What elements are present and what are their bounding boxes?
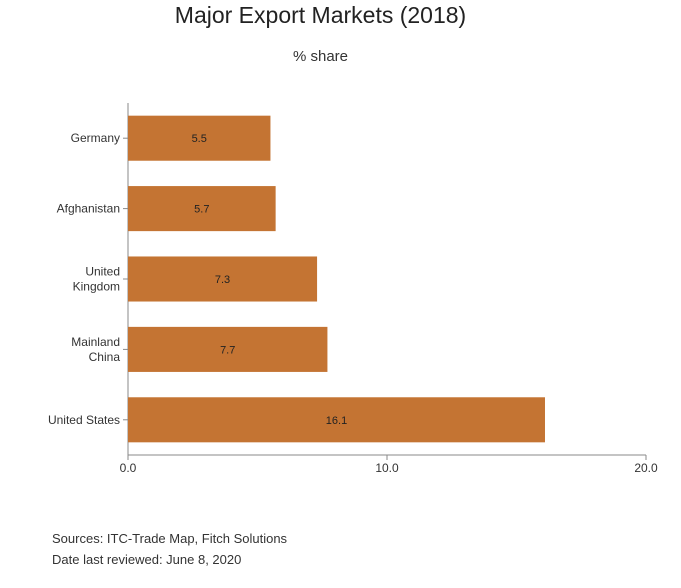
category-label: United Kingdom (73, 265, 120, 294)
category-label: Afghanistan (57, 202, 120, 216)
review-date-line: Date last reviewed: June 8, 2020 (52, 552, 242, 567)
bar[interactable] (128, 397, 545, 443)
category-label: Mainland China (71, 335, 120, 364)
bar[interactable] (128, 115, 271, 161)
bar[interactable] (128, 326, 328, 372)
chart-subtitle: % share (292, 48, 349, 65)
x-tick-label: 20.0 (634, 461, 658, 475)
chart-title: Major Export Markets (2018) (174, 2, 467, 28)
x-tick-label: 10.0 (375, 461, 399, 475)
data-label: 5.7 (194, 204, 209, 216)
source-note: Sources: ITC-Trade Map, Fitch Solutions … (52, 528, 287, 570)
data-label: 7.3 (215, 274, 230, 286)
x-tick-label: 0.0 (120, 461, 137, 475)
category-label: United States (48, 413, 120, 427)
data-label: 16.1 (326, 415, 347, 427)
data-label: 5.5 (192, 133, 207, 145)
bar[interactable] (128, 256, 318, 302)
bar-chart: Germany 5.5 Afghanistan 5.7 United Kingdom 7.3… (48, 103, 658, 475)
data-label: 7.7 (220, 344, 235, 356)
source-line: Sources: ITC-Trade Map, Fitch Solutions (52, 531, 288, 546)
bar[interactable] (128, 186, 276, 232)
category-label: Germany (71, 131, 120, 145)
